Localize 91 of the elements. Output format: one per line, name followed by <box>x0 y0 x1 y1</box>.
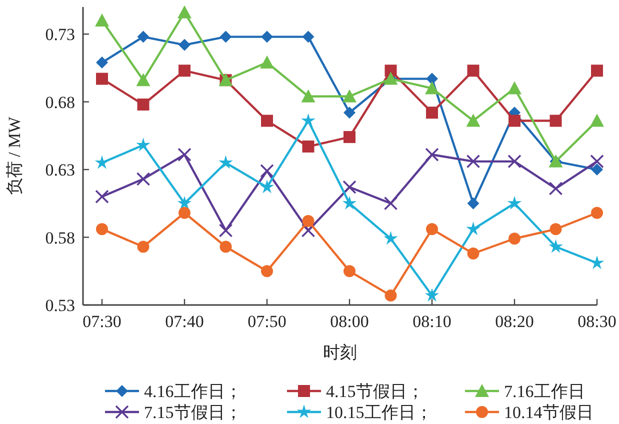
point <box>94 155 110 169</box>
x-tick-label: 08:30 <box>578 312 616 331</box>
point <box>426 72 438 85</box>
x-tick-label: 08:10 <box>412 312 452 331</box>
point <box>301 113 316 127</box>
point <box>177 196 192 210</box>
point <box>384 290 397 302</box>
point <box>96 56 108 69</box>
x-tick-label: 08:20 <box>495 312 534 331</box>
point <box>137 30 150 43</box>
x-tick-label: 07:40 <box>165 312 204 331</box>
point <box>220 30 232 43</box>
x-tick-label: 07:30 <box>82 312 122 331</box>
point <box>178 206 190 219</box>
point <box>96 72 108 85</box>
point <box>550 223 562 236</box>
point <box>178 38 190 51</box>
legend-label: 10.14节假日 <box>504 403 594 422</box>
point <box>425 81 439 94</box>
point <box>95 190 109 204</box>
point <box>508 154 522 168</box>
point <box>136 138 150 152</box>
point <box>302 215 314 228</box>
point <box>260 180 274 194</box>
point <box>261 114 273 127</box>
point <box>260 164 274 178</box>
point <box>178 148 192 162</box>
point <box>137 240 150 253</box>
x-tick-label: 07:50 <box>248 312 286 331</box>
point <box>466 222 480 236</box>
point <box>591 64 603 77</box>
point <box>302 30 314 43</box>
y-tick-label: 0.58 <box>45 228 75 248</box>
point <box>508 114 520 127</box>
point <box>424 288 440 302</box>
legend-label: 7.15节假日； <box>144 403 242 422</box>
legend-label: 4.15节假日； <box>326 382 424 401</box>
point <box>301 89 316 102</box>
point <box>507 196 522 210</box>
point <box>261 30 273 43</box>
legend-label: 10.15工作日； <box>326 403 432 422</box>
y-tick-label: 0.68 <box>45 92 75 112</box>
point <box>301 224 316 238</box>
y-tick-label: 0.53 <box>45 296 75 315</box>
point <box>467 197 480 210</box>
point <box>136 73 150 86</box>
point <box>426 106 438 119</box>
point <box>384 196 398 210</box>
x-axis-title: 时刻 <box>323 343 357 362</box>
point <box>550 114 562 127</box>
point <box>590 256 604 270</box>
point <box>591 206 603 219</box>
point <box>590 154 604 168</box>
point <box>342 196 357 210</box>
y-tick-label: 0.63 <box>45 160 75 180</box>
point <box>220 240 232 253</box>
point <box>137 98 150 111</box>
point <box>467 64 480 77</box>
point <box>344 131 356 144</box>
point <box>344 106 356 119</box>
point <box>426 223 438 236</box>
y-tick-label: 0.73 <box>45 25 75 44</box>
legend-label: 4.16工作日； <box>144 382 242 401</box>
point <box>95 14 109 27</box>
point <box>466 114 480 127</box>
point <box>261 265 273 278</box>
point <box>342 180 356 194</box>
legend-label: 7.16工作日 <box>504 382 585 401</box>
y-axis-title: 负荷 / MW <box>5 116 24 196</box>
point <box>260 56 274 69</box>
point <box>548 182 563 196</box>
point <box>384 231 398 245</box>
point <box>218 224 233 238</box>
x-tick-label: 08:00 <box>330 312 369 331</box>
point <box>591 164 603 176</box>
point <box>218 155 233 169</box>
point <box>136 172 150 186</box>
point <box>178 5 192 18</box>
point <box>342 89 356 102</box>
point <box>508 232 520 245</box>
point <box>344 265 356 278</box>
point <box>466 154 480 168</box>
point <box>590 114 604 127</box>
point <box>508 81 522 94</box>
point <box>96 223 108 236</box>
point <box>467 248 480 260</box>
point <box>384 64 397 77</box>
point <box>178 64 190 77</box>
point <box>425 148 439 162</box>
point <box>302 140 314 153</box>
point <box>548 239 563 253</box>
